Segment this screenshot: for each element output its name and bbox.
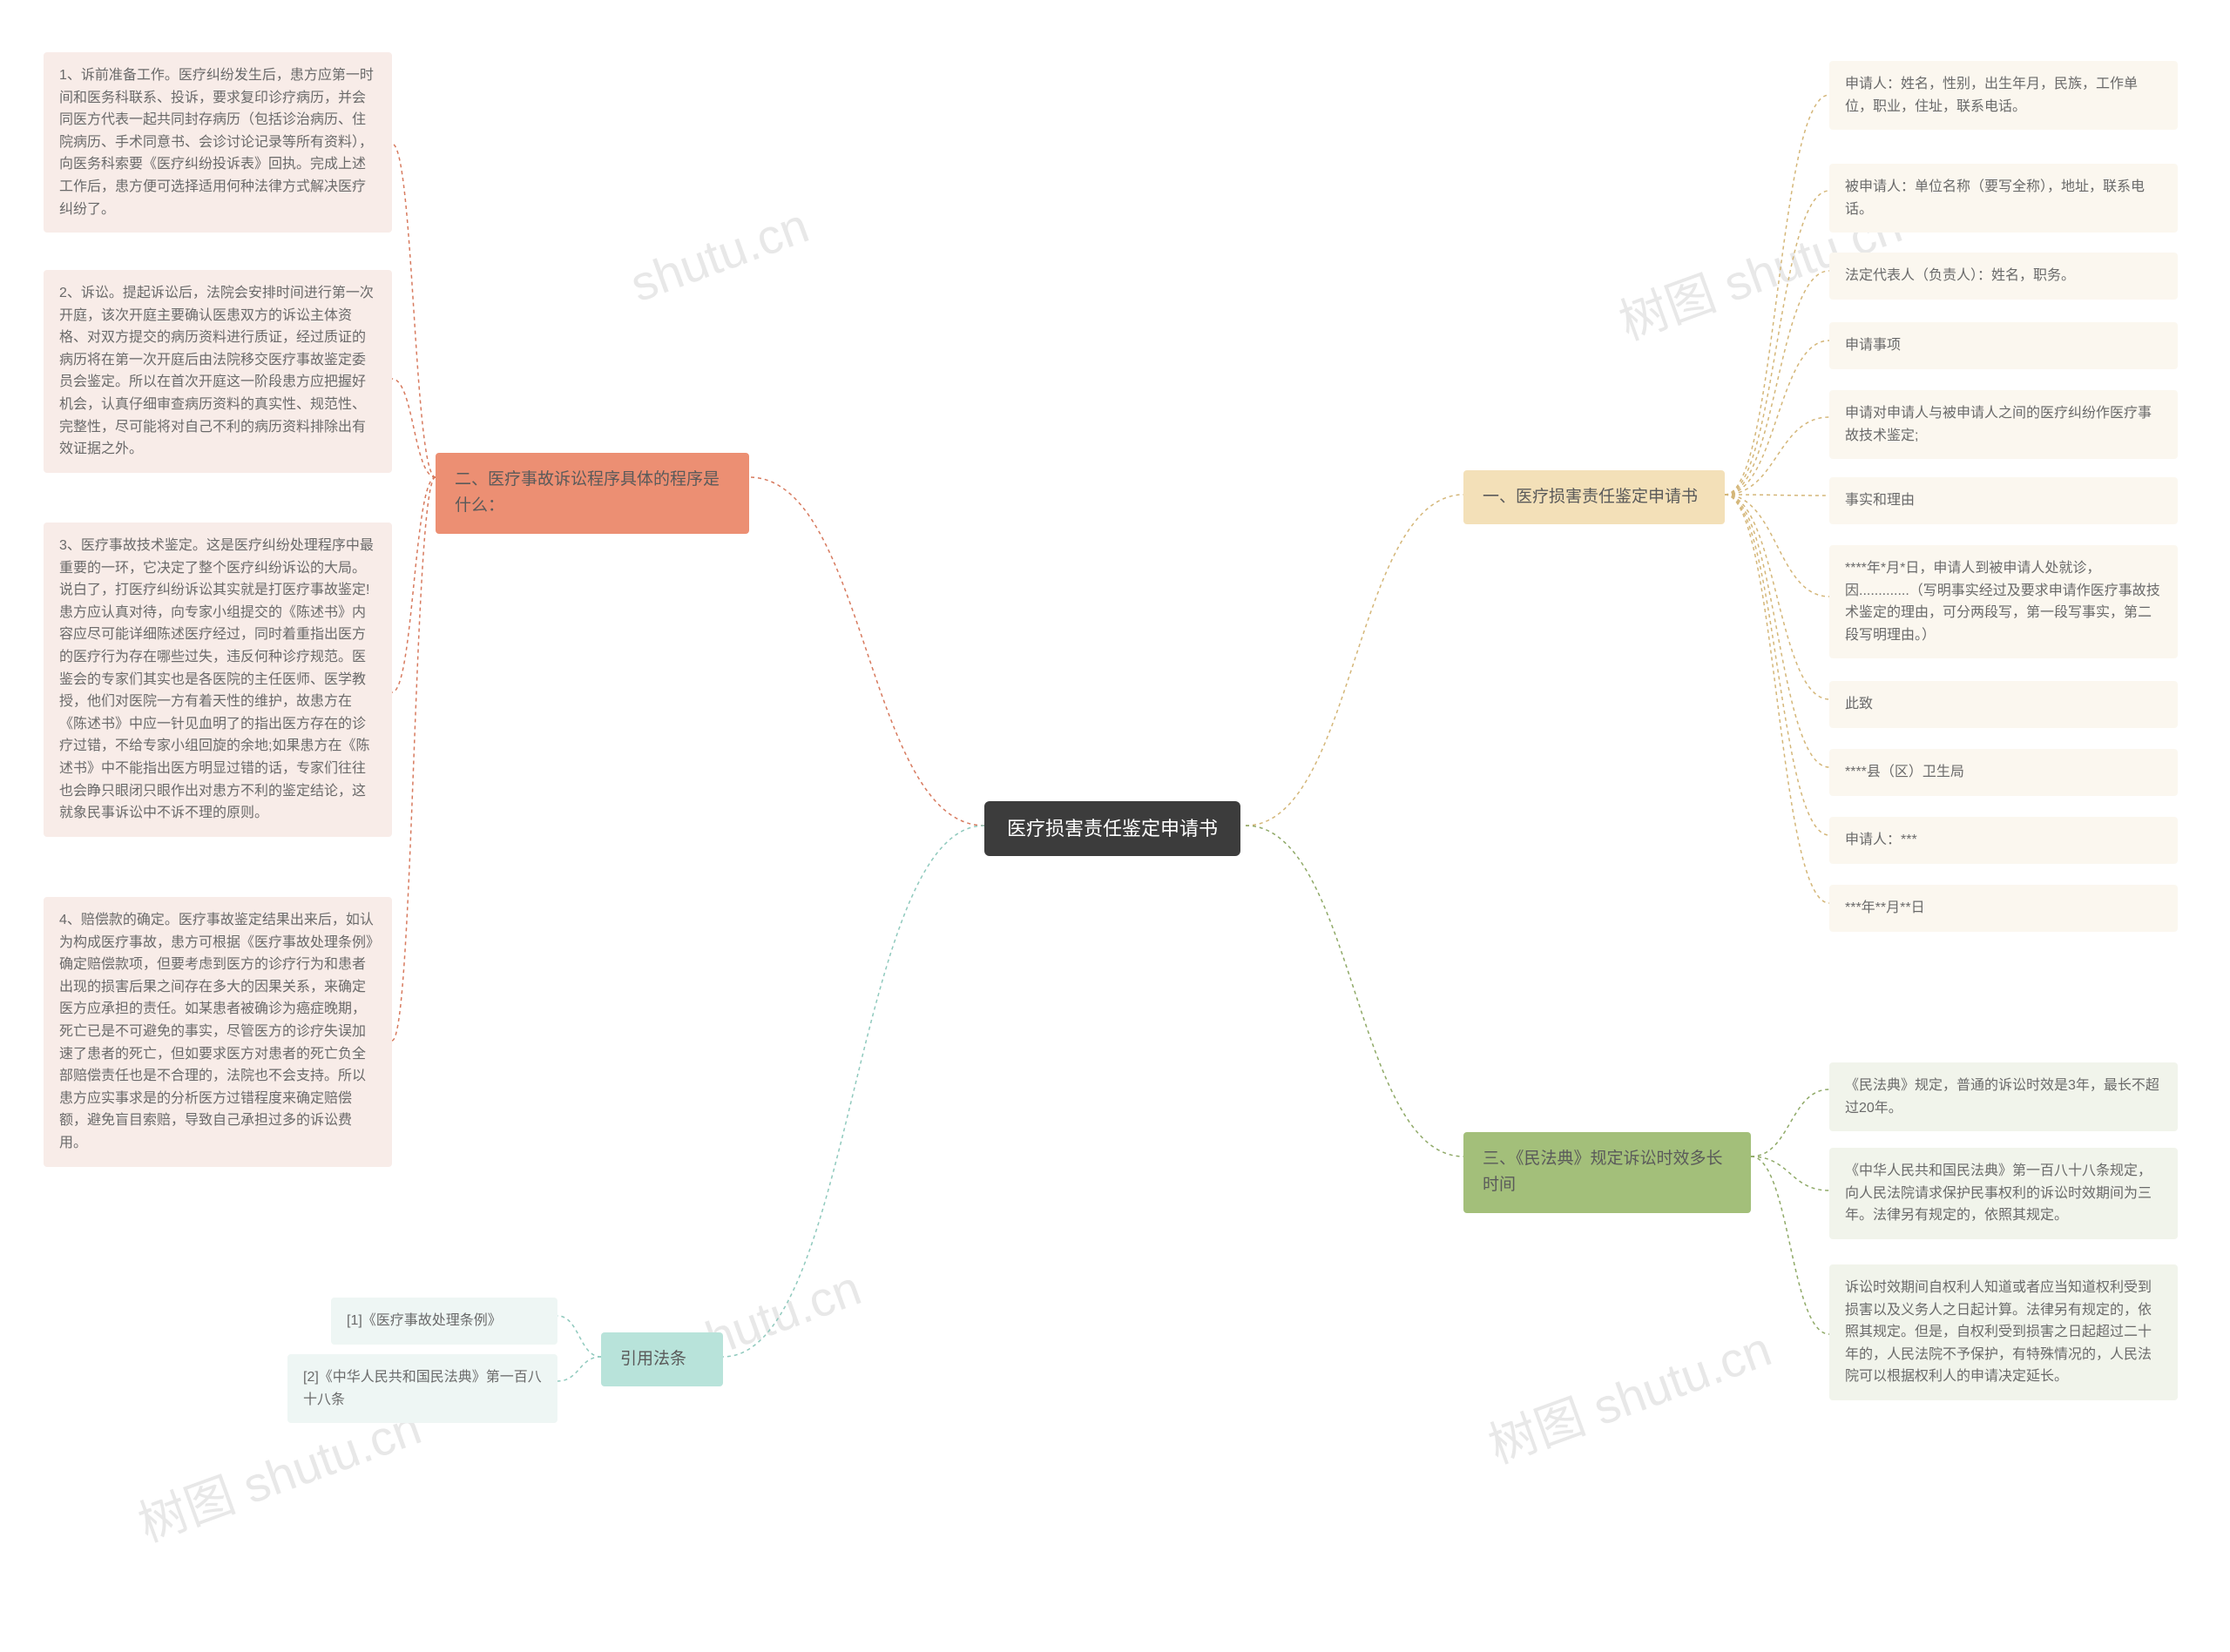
leaf-node[interactable]: 申请人：姓名，性别，出生年月，民族，工作单位，职业，住址，联系电话。 <box>1829 61 2178 130</box>
leaf-node[interactable]: 《中华人民共和国民法典》第一百八十八条规定，向人民法院请求保护民事权利的诉讼时效… <box>1829 1148 2178 1239</box>
branch-cited-laws[interactable]: 引用法条 <box>601 1332 723 1386</box>
leaf-node[interactable]: 诉讼时效期间自权利人知道或者应当知道权利受到损害以及义务人之日起计算。法律另有规… <box>1829 1264 2178 1400</box>
branch-application-letter[interactable]: 一、医疗损害责任鉴定申请书 <box>1463 470 1725 524</box>
leaf-node[interactable]: 申请对申请人与被申请人之间的医疗纠纷作医疗事故技术鉴定; <box>1829 390 2178 459</box>
leaf-node[interactable]: 法定代表人（负责人）：姓名，职务。 <box>1829 253 2178 300</box>
leaf-node[interactable]: 3、医疗事故技术鉴定。这是医疗纠纷处理程序中最重要的一环，它决定了整个医疗纠纷诉… <box>44 523 392 837</box>
leaf-node[interactable]: 被申请人：单位名称（要写全称），地址，联系电话。 <box>1829 164 2178 233</box>
leaf-node[interactable]: ****年*月*日，申请人到被申请人处就诊，因.............（写明事… <box>1829 545 2178 658</box>
leaf-node[interactable]: ****县（区）卫生局 <box>1829 749 2178 796</box>
leaf-node[interactable]: [2]《中华人民共和国民法典》第一百八十八条 <box>287 1354 558 1423</box>
branch-litigation-procedure[interactable]: 二、医疗事故诉讼程序具体的程序是什么： <box>436 453 749 534</box>
leaf-node[interactable]: 申请事项 <box>1829 322 2178 369</box>
mindmap-root[interactable]: 医疗损害责任鉴定申请书 <box>984 801 1240 856</box>
leaf-node[interactable]: 1、诉前准备工作。医疗纠纷发生后，患方应第一时间和医务科联系、投诉，要求复印诊疗… <box>44 52 392 233</box>
leaf-node[interactable]: 2、诉讼。提起诉讼后，法院会安排时间进行第一次开庭，该次开庭主要确认医患双方的诉… <box>44 270 392 473</box>
leaf-node[interactable]: 《民法典》规定，普通的诉讼时效是3年，最长不超过20年。 <box>1829 1062 2178 1131</box>
leaf-node[interactable]: 申请人：*** <box>1829 817 2178 864</box>
leaf-node[interactable]: ***年**月**日 <box>1829 885 2178 932</box>
leaf-node[interactable]: 此致 <box>1829 681 2178 728</box>
leaf-node[interactable]: 4、赔偿款的确定。医疗事故鉴定结果出来后，如认为构成医疗事故，患方可根据《医疗事… <box>44 897 392 1167</box>
leaf-node[interactable]: [1]《医疗事故处理条例》 <box>331 1298 558 1345</box>
branch-statute-limitations[interactable]: 三、《民法典》规定诉讼时效多长时间 <box>1463 1132 1751 1213</box>
leaf-node[interactable]: 事实和理由 <box>1829 477 2178 524</box>
